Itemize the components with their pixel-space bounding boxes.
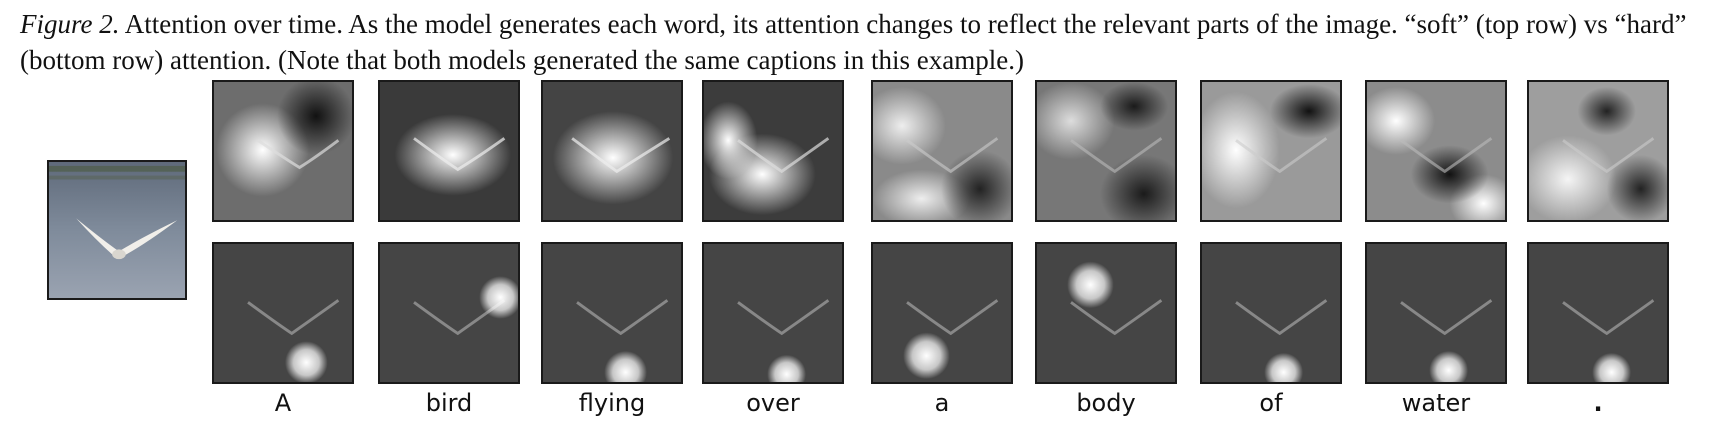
hard-attention-map-icon	[1037, 244, 1175, 382]
hard-attention-map-icon	[380, 244, 518, 382]
hard-attention-map-4	[702, 242, 844, 384]
hard-attention-map-icon	[873, 244, 1011, 382]
soft-attention-map-9	[1527, 80, 1669, 222]
soft-attention-map-icon	[214, 82, 352, 220]
soft-attention-map-icon	[704, 82, 842, 220]
hard-attention-map-8	[1365, 242, 1507, 384]
caption-word-7: of	[1259, 389, 1283, 417]
hard-attention-map-2	[378, 242, 520, 384]
seagull-photo-icon	[49, 162, 185, 298]
caption-word-4: over	[746, 389, 800, 417]
figure-caption-text: Attention over time. As the model genera…	[20, 9, 1687, 75]
hard-attention-map-icon	[1202, 244, 1340, 382]
hard-attention-map-5	[871, 242, 1013, 384]
hard-attention-map-icon	[1529, 244, 1667, 382]
caption-word-5: a	[934, 389, 950, 417]
soft-attention-map-icon	[543, 82, 681, 220]
caption-word-9: .	[1593, 389, 1603, 417]
soft-attention-map-1	[212, 80, 354, 222]
caption-word-2: bird	[425, 389, 473, 417]
hard-attention-map-icon	[214, 244, 352, 382]
caption-word-3: flying	[578, 389, 646, 417]
hard-attention-map-icon	[543, 244, 681, 382]
hard-attention-map-7	[1200, 242, 1342, 384]
figure-label: Figure 2.	[20, 9, 120, 39]
soft-attention-map-icon	[873, 82, 1011, 220]
soft-attention-map-4	[702, 80, 844, 222]
soft-attention-map-2	[378, 80, 520, 222]
caption-word-1: A	[274, 389, 292, 417]
caption-word-6: body	[1076, 389, 1136, 417]
soft-attention-map-icon	[380, 82, 518, 220]
hard-attention-map-9	[1527, 242, 1669, 384]
soft-attention-map-icon	[1202, 82, 1340, 220]
hard-attention-map-icon	[1367, 244, 1505, 382]
hard-attention-map-6	[1035, 242, 1177, 384]
hard-attention-map-1	[212, 242, 354, 384]
soft-attention-map-7	[1200, 80, 1342, 222]
soft-attention-map-3	[541, 80, 683, 222]
soft-attention-map-icon	[1367, 82, 1505, 220]
hard-attention-map-icon	[704, 244, 842, 382]
caption-word-8: water	[1401, 389, 1471, 417]
soft-attention-map-icon	[1037, 82, 1175, 220]
soft-attention-map-6	[1035, 80, 1177, 222]
figure-caption: Figure 2. Attention over time. As the mo…	[20, 6, 1710, 78]
original-image	[47, 160, 187, 300]
hard-attention-map-3	[541, 242, 683, 384]
soft-attention-map-icon	[1529, 82, 1667, 220]
soft-attention-map-5	[871, 80, 1013, 222]
soft-attention-map-8	[1365, 80, 1507, 222]
